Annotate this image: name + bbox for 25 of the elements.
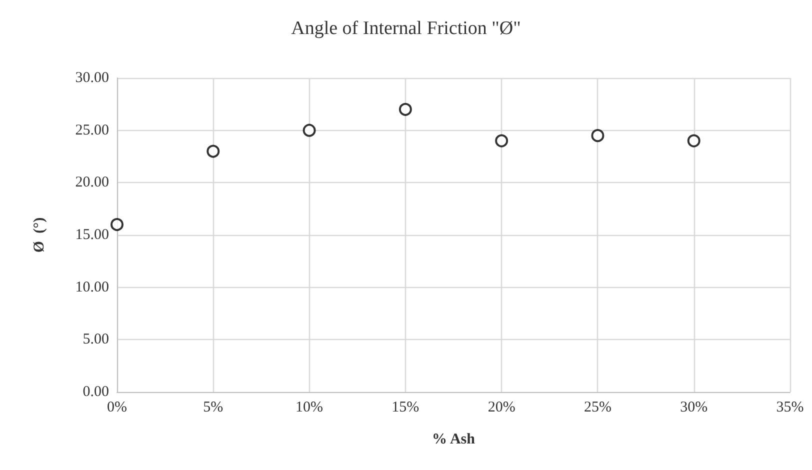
chart-title: Angle of Internal Friction "Ø" — [291, 18, 521, 39]
y-tick-label: 20.00 — [75, 174, 109, 191]
x-tick-label: 25% — [584, 400, 612, 416]
x-tick-label: 15% — [392, 400, 420, 416]
x-tick-label: 35% — [776, 400, 804, 416]
x-axis-title: % Ash — [432, 432, 476, 448]
x-tick-label: 20% — [488, 400, 516, 416]
y-tick-label: 5.00 — [82, 332, 109, 348]
y-axis-title: Ø (°) — [32, 217, 48, 253]
x-tick-label: 5% — [203, 400, 224, 416]
y-tick-label: 0.00 — [82, 384, 109, 400]
x-tick-label: 30% — [680, 400, 708, 416]
point — [206, 144, 220, 158]
y-tick-label: 10.00 — [75, 279, 109, 296]
point — [495, 134, 508, 148]
point — [398, 102, 412, 116]
point — [110, 218, 124, 232]
y-tick-label: 15.00 — [75, 227, 109, 243]
y-tick-label: 25.00 — [75, 122, 109, 138]
y-tick-label: 30.00 — [75, 70, 109, 86]
point — [302, 124, 316, 137]
point — [687, 134, 700, 148]
x-tick-label: 10% — [296, 400, 324, 416]
point — [591, 129, 604, 142]
x-tick-label: 0% — [107, 400, 127, 416]
